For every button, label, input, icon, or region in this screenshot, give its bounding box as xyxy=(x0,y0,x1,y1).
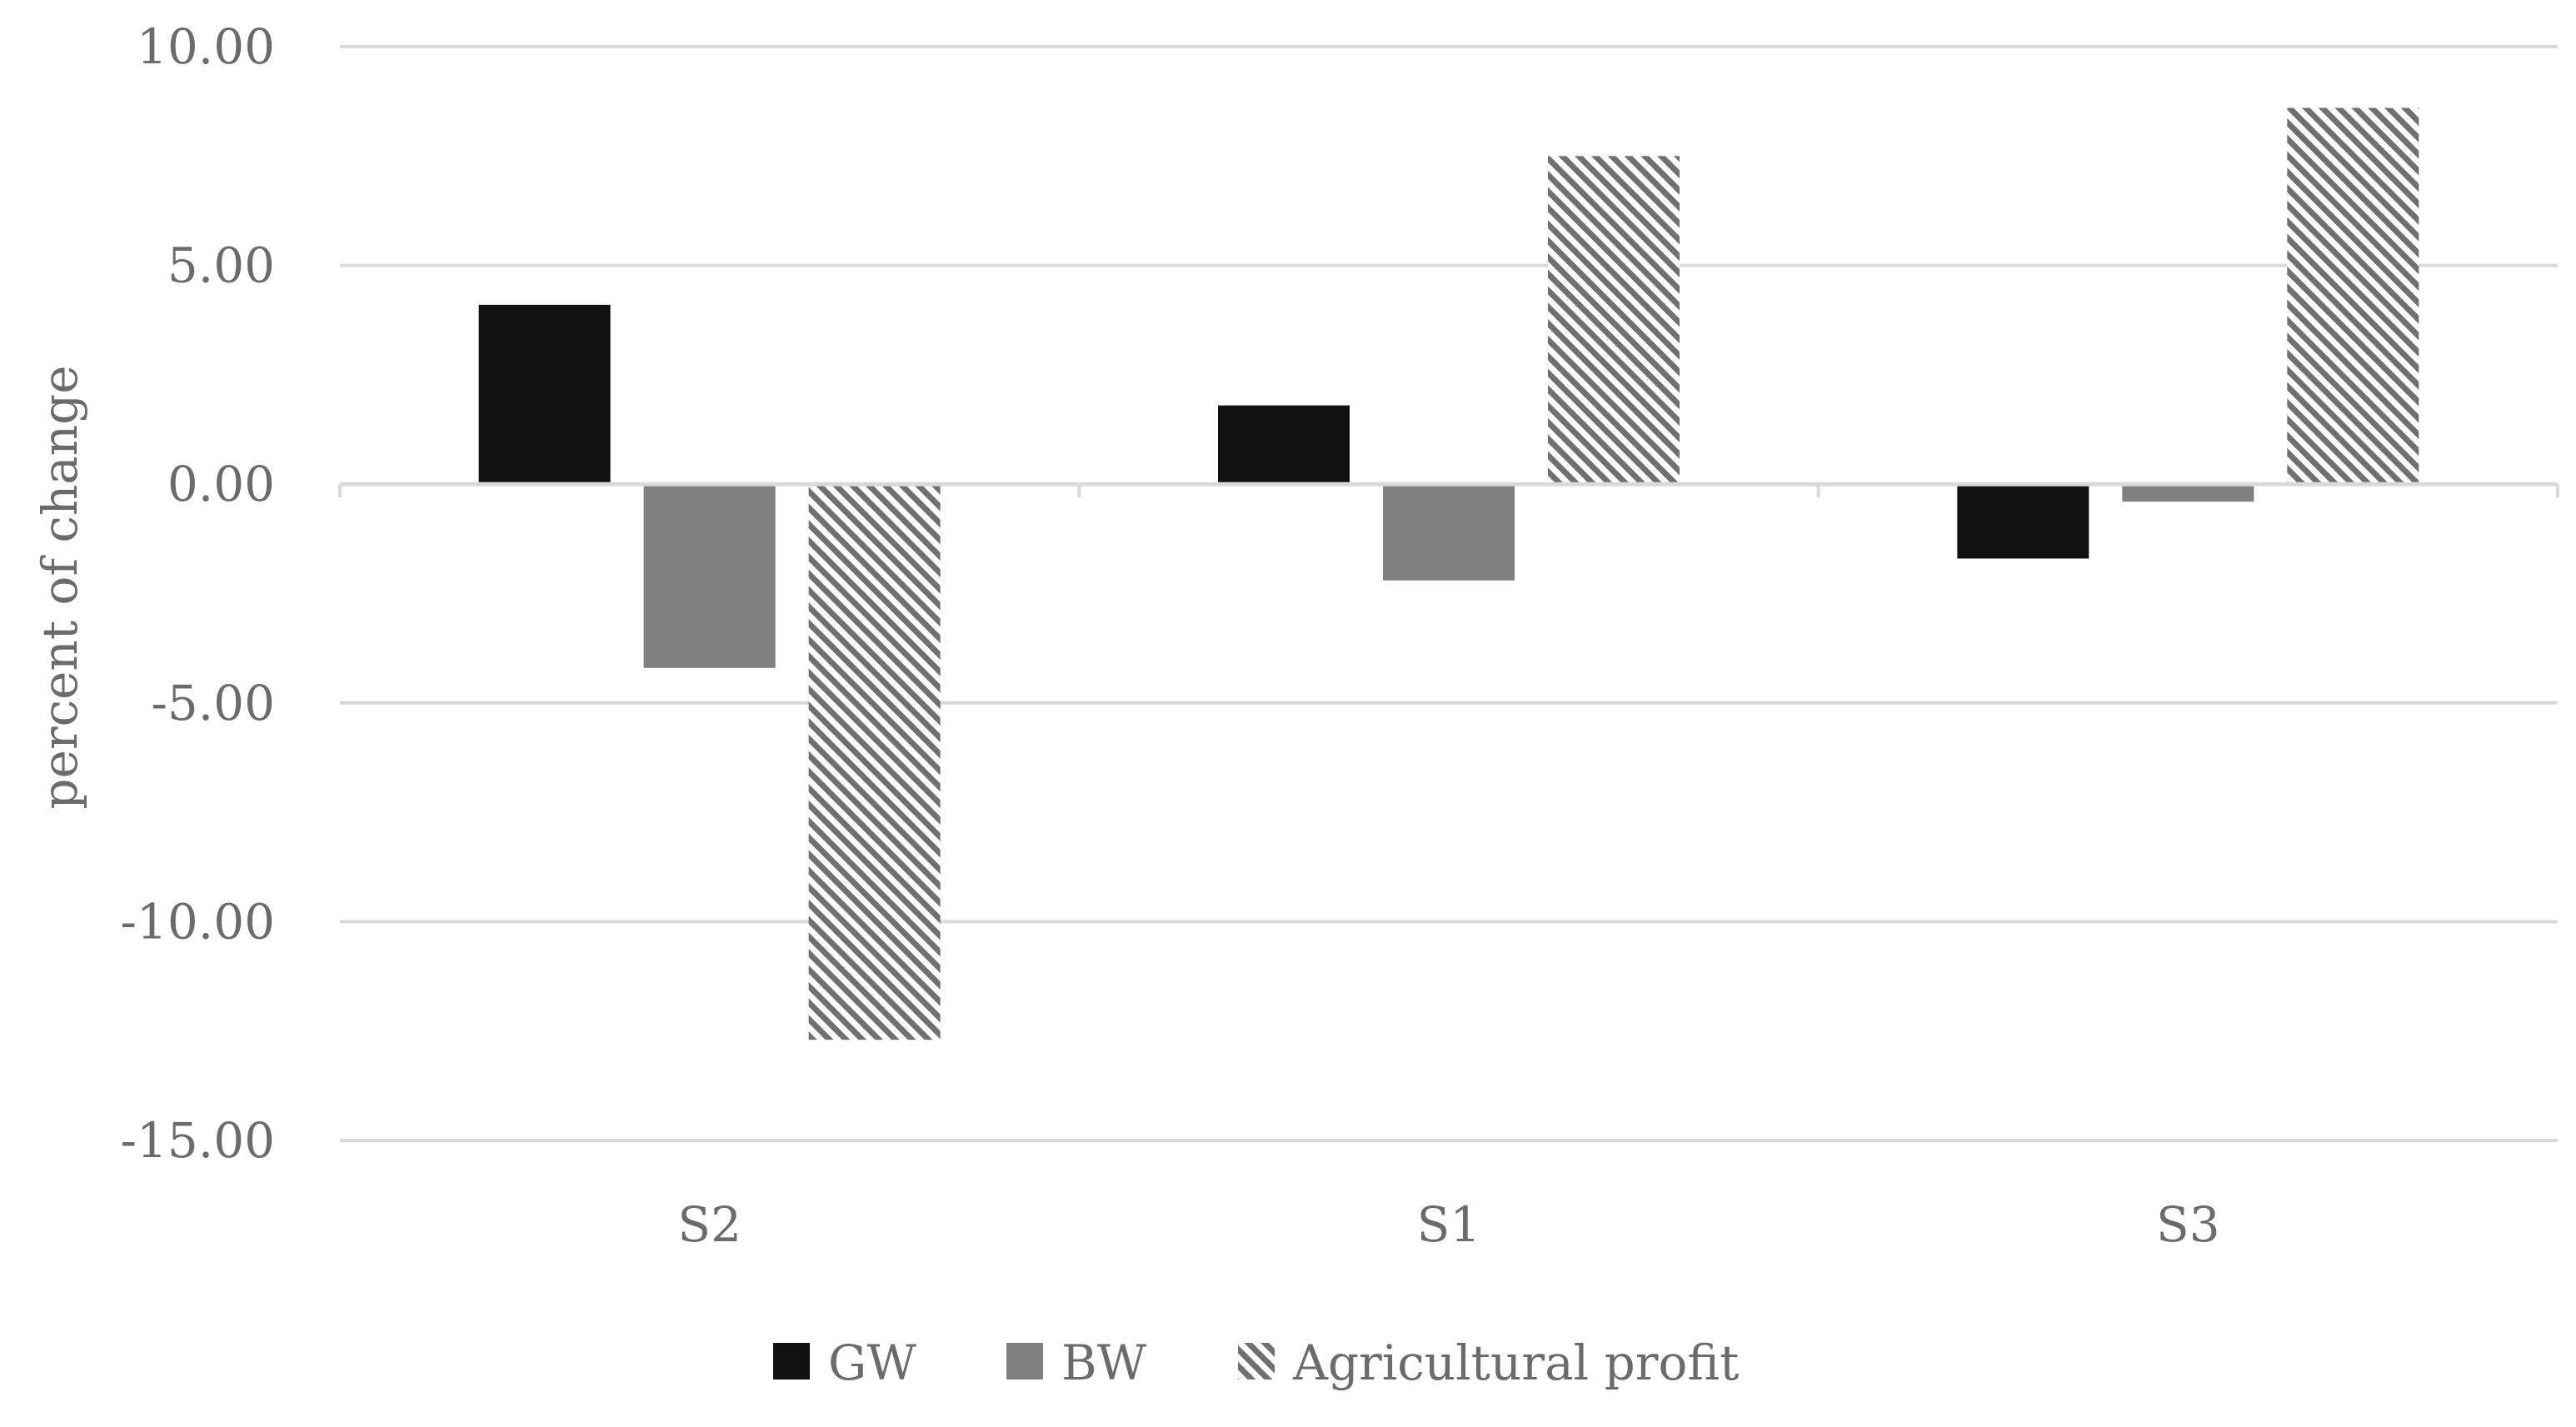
legend-swatch-bw xyxy=(1006,1343,1043,1380)
bar-gw-s2 xyxy=(478,304,611,485)
bar-bw-s1 xyxy=(1383,484,1515,581)
legend-swatch-gw xyxy=(773,1343,810,1380)
x-tick-label: S1 xyxy=(1417,1196,1481,1253)
y-tick-label: -10.00 xyxy=(120,893,275,950)
y-axis-label: percent of change xyxy=(32,365,88,809)
legend-label-agricultural-profit: Agricultural profit xyxy=(1292,1335,1739,1391)
x-tick-label: S2 xyxy=(677,1196,741,1253)
legend: GW BW Agricultural profit xyxy=(773,1335,1739,1391)
legend-label-gw: GW xyxy=(828,1335,916,1391)
bar-bw-s3 xyxy=(2122,484,2254,502)
bar-gw-s3 xyxy=(1957,484,2089,559)
bar-agricultural-profit-s3 xyxy=(2287,107,2419,485)
gridlines xyxy=(340,45,2558,1142)
legend-label-bw: BW xyxy=(1061,1335,1147,1391)
y-tick-label: 10.00 xyxy=(137,18,275,75)
x-tick-label: S3 xyxy=(2156,1196,2220,1253)
bar-agricultural-profit-s1 xyxy=(1548,156,1680,485)
x-axis xyxy=(338,481,2559,498)
y-tick-label: 0.00 xyxy=(167,456,275,512)
y-tick-label: 5.00 xyxy=(167,237,275,294)
bar-bw-s2 xyxy=(643,484,776,668)
bars xyxy=(478,107,2419,1040)
x-axis-ticks: S2 S1 S3 xyxy=(677,1196,2219,1253)
y-tick-label: -15.00 xyxy=(120,1112,275,1169)
y-axis-ticks: 10.00 5.00 0.00 -5.00 -10.00 -15.00 xyxy=(120,18,275,1169)
bar-agricultural-profit-s2 xyxy=(808,484,941,1040)
legend-swatch-agricultural-profit xyxy=(1238,1343,1275,1380)
y-tick-label: -5.00 xyxy=(151,675,275,731)
bar-gw-s1 xyxy=(1218,405,1350,485)
